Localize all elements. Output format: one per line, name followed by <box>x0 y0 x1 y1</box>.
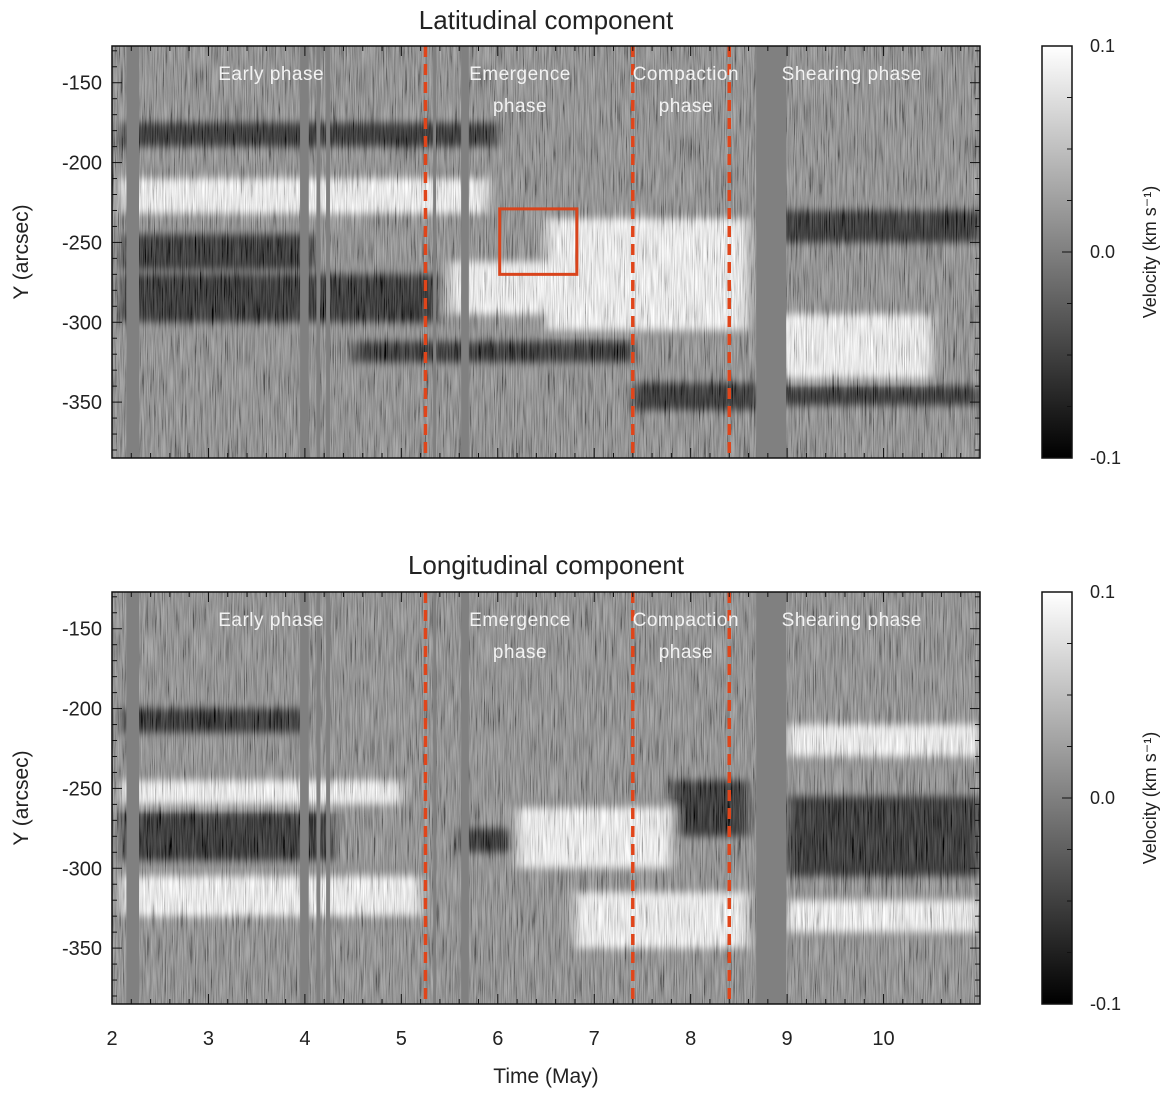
data-gap <box>126 46 140 458</box>
phase-label: Shearing phase <box>782 64 922 85</box>
colorbar-ticks: 0.1 0.0 -0.1 <box>1062 36 1121 468</box>
data-gap <box>461 592 469 1004</box>
region-box <box>498 207 579 276</box>
colorbar-tick-label: 0.1 <box>1090 36 1115 56</box>
data-gaps-latitudinal <box>126 46 787 458</box>
heatmap-area-latitudinal: Early phase Emergence phase Compaction phase… <box>112 46 980 458</box>
data-gap <box>126 592 140 1004</box>
y-tick-label: -250 <box>62 232 102 254</box>
data-gap <box>433 592 437 1004</box>
y-tick-label: -350 <box>62 938 102 960</box>
phase-labels-longitudinal: Early phase Emergence phase Compaction phase… <box>218 610 922 663</box>
colorbar-title: Velocity (km s⁻¹) <box>1140 732 1160 865</box>
phase-label: Compaction <box>633 610 739 631</box>
x-tick-label: 6 <box>492 1028 503 1050</box>
phase-label: Shearing phase <box>782 610 922 631</box>
x-tick-label: 3 <box>203 1028 214 1050</box>
colorbar-latitudinal: 0.1 0.0 -0.1 Velocity (km s⁻¹) <box>1041 36 1160 468</box>
phase-label: phase <box>659 96 713 117</box>
y-tick-label: -250 <box>62 778 102 800</box>
axis-ticks-longitudinal: -150 -200 -250 -300 -350 <box>62 592 981 1004</box>
y-axis-title-longitudinal: Y (arcsec) <box>10 750 33 845</box>
x-tick-label: 2 <box>106 1028 117 1050</box>
colorbar-tick-label: -0.1 <box>1090 994 1121 1014</box>
data-gap <box>326 46 330 458</box>
plot-frame-longitudinal <box>111 591 981 1005</box>
phase-label: Early phase <box>218 610 324 631</box>
data-gap <box>756 592 787 1004</box>
x-tick-label: 5 <box>396 1028 407 1050</box>
phase-label: Emergence <box>469 64 571 85</box>
data-gap <box>756 46 787 458</box>
x-tick-label: 4 <box>299 1028 310 1050</box>
phase-label: Early phase <box>218 64 324 85</box>
data-gap <box>316 46 321 458</box>
region-box-latitudinal <box>498 207 579 276</box>
colorbar-tick-label: 0.0 <box>1090 242 1115 262</box>
x-tick-label: 10 <box>872 1028 894 1050</box>
data-gap <box>433 46 437 458</box>
x-axis-tick-labels: 2 3 4 5 6 7 8 9 10 <box>106 1028 894 1050</box>
heatmap-area-longitudinal: Early phase Emergence phase Compaction phase… <box>112 592 980 1004</box>
x-axis-title: Time (May) <box>493 1065 598 1088</box>
axis-ticks-latitudinal: -150 -200 -250 -300 -350 <box>62 46 981 458</box>
phase-label: Compaction <box>633 64 739 85</box>
data-gaps-longitudinal <box>126 592 787 1004</box>
panel-title-latitudinal: Latitudinal component <box>419 5 674 35</box>
y-tick-label: -150 <box>62 619 102 641</box>
y-tick-label: -200 <box>62 153 102 175</box>
panel-title-longitudinal: Longitudinal component <box>408 550 685 580</box>
colorbar-tick-label: 0.1 <box>1090 582 1115 602</box>
y-tick-label: -200 <box>62 699 102 721</box>
plot-frame-latitudinal <box>111 45 981 459</box>
colorbar-tick-label: -0.1 <box>1090 448 1121 468</box>
x-tick-label: 8 <box>685 1028 696 1050</box>
phase-boundaries-longitudinal <box>423 592 731 1004</box>
y-axis-title-latitudinal: Y (arcsec) <box>10 204 33 299</box>
y-tick-label: -300 <box>62 858 102 880</box>
phase-label: phase <box>493 96 547 117</box>
phase-label: phase <box>659 642 713 663</box>
colorbar-ticks: 0.1 0.0 -0.1 <box>1062 582 1121 1014</box>
data-gap <box>326 592 330 1004</box>
x-tick-label: 9 <box>782 1028 793 1050</box>
colorbar-tick-label: 0.0 <box>1090 788 1115 808</box>
y-tick-label: -150 <box>62 73 102 95</box>
data-gap <box>300 46 309 458</box>
x-tick-label: 7 <box>589 1028 600 1050</box>
colorbar-title: Velocity (km s⁻¹) <box>1140 186 1160 319</box>
data-gap <box>461 46 469 458</box>
longitudinal-panel: Longitudinal component Early phase Emerge… <box>10 550 981 1005</box>
phase-boundaries-latitudinal <box>423 46 731 458</box>
y-tick-label: -350 <box>62 392 102 414</box>
phase-label: Emergence <box>469 610 571 631</box>
data-gap <box>300 592 309 1004</box>
phase-labels-latitudinal: Early phase Emergence phase Compaction phase… <box>218 64 922 117</box>
data-gap <box>316 592 321 1004</box>
latitudinal-panel: Latitudinal component Early phase Emergen… <box>10 5 981 459</box>
colorbar-longitudinal: 0.1 0.0 -0.1 Velocity (km s⁻¹) <box>1041 582 1160 1014</box>
phase-label: phase <box>493 642 547 663</box>
y-tick-label: -300 <box>62 312 102 334</box>
